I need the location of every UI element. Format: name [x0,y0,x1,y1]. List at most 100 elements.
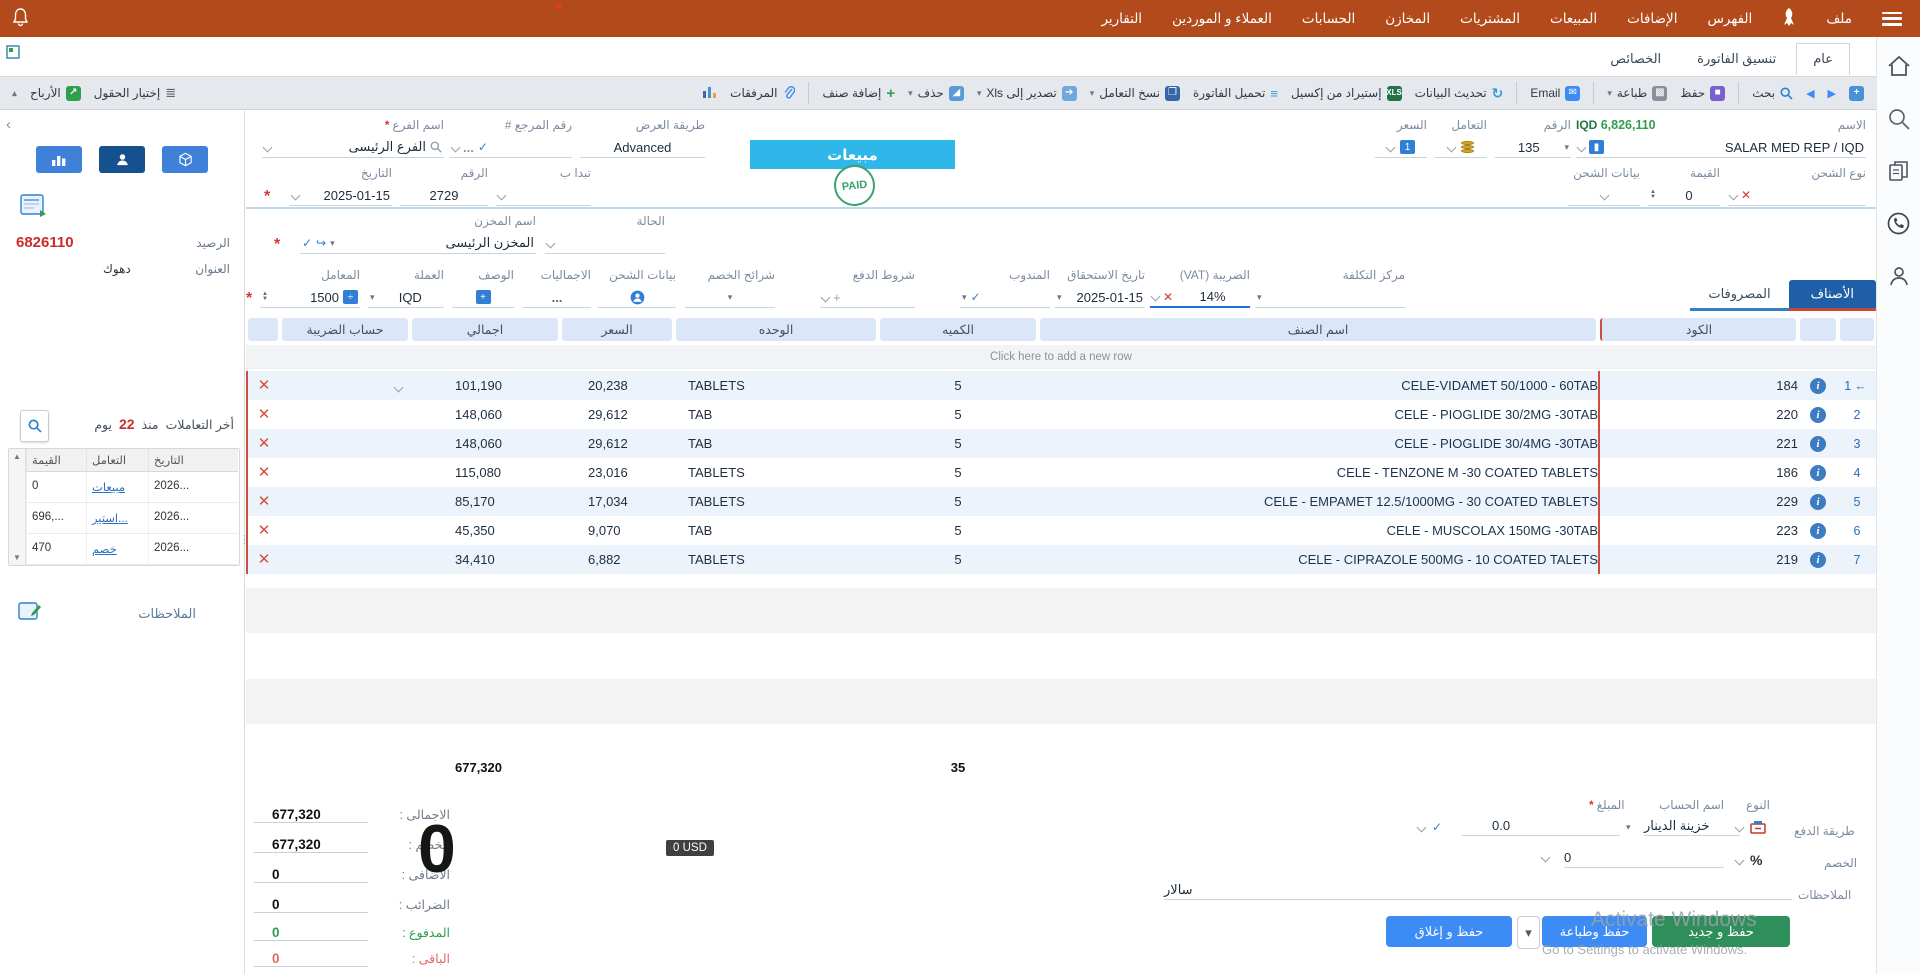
collapse-toolbar-icon[interactable]: ▾ [12,87,18,99]
profits-button[interactable]: ↗ الأرباح [30,85,81,101]
warehouse-select[interactable]: ✓ ↪ ▾ المخزن الرئيسى [300,233,536,254]
cell-tax-account[interactable] [280,458,410,487]
shipping-data2-button[interactable] [598,287,676,308]
search-side-icon[interactable] [1887,107,1911,131]
save-print-button[interactable]: حفظ وطباعة [1542,916,1647,947]
cell-price[interactable]: 20,238 [588,378,628,393]
delete-row-icon[interactable]: ✕ [257,493,271,510]
save-options-caret[interactable]: ▾ [1517,916,1540,949]
sidebar-items-button[interactable] [162,146,208,173]
cell-price[interactable]: 6,882 [588,552,621,567]
cell-tax-account[interactable] [280,429,410,458]
sidebar-chart-button[interactable] [36,146,82,173]
column-header[interactable]: الوحده [676,318,876,341]
save-button[interactable]: ■ حفظ [1680,85,1726,101]
cell-code[interactable]: 186 [1598,458,1798,487]
search-button[interactable]: بحث [1752,86,1793,100]
delete-cell[interactable]: ✕ [246,545,280,574]
column-header[interactable]: اسم الصنف [1040,318,1596,341]
amount-input[interactable]: 0.0 [1462,816,1620,836]
tab-properties[interactable]: الخصائص [1610,51,1662,66]
tab-general[interactable]: عام [1796,43,1850,75]
menu-item[interactable]: العملاء و الموردين [1172,10,1272,26]
email-button[interactable]: ✉ Email [1530,85,1581,101]
copy-transaction-button[interactable]: ❐ نسخ التعامل ▾ [1090,85,1180,101]
delete-row-icon[interactable]: ✕ [257,551,271,568]
tab-items[interactable]: الأصناف [1788,280,1876,311]
tab-expenses[interactable]: المصروفات [1690,280,1789,311]
delete-cell[interactable]: ✕ [246,400,280,429]
cell-code[interactable]: 221 [1598,429,1798,458]
save-new-button[interactable]: حفظ و جديد [1652,916,1790,947]
sidebar-customer-button[interactable] [99,146,145,173]
totals-button[interactable]: ... [523,287,591,308]
delete-row-icon[interactable]: ✕ [257,435,271,452]
cell-unit[interactable]: TAB [688,407,713,422]
tab-invoice-format[interactable]: تنسيق الفاتورة [1697,51,1777,66]
delete-cell[interactable]: ✕ [246,487,280,516]
menu-item[interactable]: المخازن [1385,10,1431,26]
bell-icon[interactable] [12,8,29,30]
status-select[interactable] [545,233,665,254]
notes-icon[interactable] [18,600,42,627]
cell-total[interactable]: 148,060 [455,407,502,422]
prev-icon[interactable]: ◀ [1806,87,1815,100]
cell-total[interactable]: 115,080 [455,465,502,480]
table-row[interactable]: 4 i 186 CELE - TENZONE M -30 COATED TABLETS… [246,458,1876,487]
table-row[interactable]: 3 i 221 CELE - PIOGLIDE 30/4MG -30TAB 5 TAB 29… [246,429,1876,458]
column-header-empty[interactable] [248,318,278,341]
cell-item-name[interactable]: CELE-VIDAMET 50/1000 - 60TAB [1401,378,1598,393]
price-tier-select[interactable]: 1 [1375,137,1427,158]
cell-quantity[interactable]: 5 [954,465,962,480]
collapse-sidebar-icon[interactable]: ‹ [6,116,11,133]
shipping-data-select[interactable] [1568,185,1640,206]
table-row[interactable]: 7 i 219 CELE - CIPRAZOLE 500MG - 10 COATED … [246,545,1876,574]
add-item-button[interactable]: + إضافة صنف [822,84,896,102]
delete-cell[interactable]: ✕ [246,429,280,458]
cell-quantity[interactable]: 5 [954,523,962,538]
info-icon[interactable]: i [1810,522,1826,539]
save-close-button[interactable]: حفظ و إغلاق [1386,916,1512,947]
add-row-hint[interactable]: Click here to add a new row [246,345,1876,369]
print-button[interactable]: ▩ طباعة ▾ [1607,85,1668,101]
mini-cell-transaction[interactable]: استير... [86,503,148,534]
export-xls-button[interactable]: ➔ تصدير إلى Xls ▾ [977,85,1077,101]
account-select[interactable]: خزينة الدينار [1644,816,1740,836]
column-header-empty[interactable] [1800,318,1836,341]
cell-code[interactable]: 184 [1598,371,1798,400]
account-caret[interactable]: ▾ [1626,822,1631,832]
cell-quantity[interactable]: 5 [954,436,962,451]
column-header[interactable]: الكود [1600,318,1796,341]
display-method-select[interactable]: Advanced [580,137,705,158]
cell-quantity[interactable]: 5 [954,407,962,422]
delete-cell[interactable]: ✕ [246,458,280,487]
cell-total[interactable]: 85,170 [455,494,495,509]
reference-input[interactable]: ... ✓ [450,137,572,158]
cell-total[interactable]: 45,350 [455,523,495,538]
cell-unit[interactable]: TABLETS [688,552,745,567]
representative-select[interactable]: ▾ ✓ [960,287,1050,308]
cell-total[interactable]: 148,060 [455,436,502,451]
info-icon[interactable]: i [1810,406,1826,423]
info-cell[interactable]: i [1798,551,1838,568]
info-icon[interactable]: i [1810,435,1826,452]
cell-tax-account[interactable] [280,545,410,574]
mini-cell-transaction-link[interactable]: خصم [92,544,117,556]
cell-item-name[interactable]: CELE - MUSCOLAX 150MG -30TAB [1386,523,1598,538]
cell-unit[interactable]: TAB [688,523,713,538]
add-icon[interactable]: + [1849,85,1864,101]
table-row[interactable]: ←1 i 184 CELE-VIDAMET 50/1000 - 60TAB 5 TABLE… [246,371,1876,400]
cell-tax-account[interactable] [280,371,410,400]
cell-unit[interactable]: TAB [688,436,713,451]
discount-caret[interactable] [1540,852,1551,863]
menu-item-file[interactable]: ملف [1826,10,1852,26]
info-icon[interactable]: i [1810,551,1826,568]
info-icon[interactable]: i [1810,377,1826,394]
delete-row-icon[interactable]: ✕ [257,464,271,481]
cell-tax-account[interactable] [280,516,410,545]
refresh-button[interactable]: ↻ تحديث البيانات [1414,84,1504,101]
cell-item-name[interactable]: CELE - TENZONE M -30 COATED TABLETS [1336,465,1598,480]
cell-price[interactable]: 9,070 [588,523,621,538]
cell-price[interactable]: 29,612 [588,407,628,422]
column-header[interactable]: الكميه [880,318,1036,341]
